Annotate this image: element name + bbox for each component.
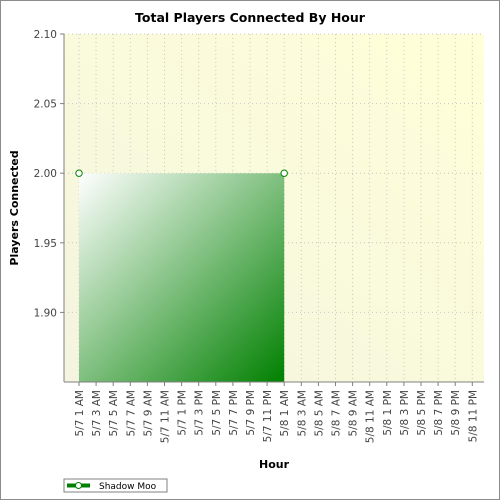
x-tick-label: 5/7 3 PM xyxy=(194,390,206,436)
y-tick-label: 2.00 xyxy=(34,168,57,180)
x-tick-label: 5/8 7 AM xyxy=(331,390,343,437)
y-tick-label: 2.05 xyxy=(34,99,57,111)
y-axis-label: Players Connected xyxy=(8,150,21,265)
x-tick-label: 5/8 5 PM xyxy=(416,390,428,436)
x-tick-label: 5/7 5 AM xyxy=(108,390,120,437)
x-tick-label: 5/7 9 AM xyxy=(142,390,154,437)
x-tick-label: 5/8 9 PM xyxy=(450,390,462,436)
x-tick-label: 5/8 1 AM xyxy=(279,390,291,437)
x-tick-label: 5/7 3 AM xyxy=(91,390,103,437)
x-tick-label: 5/8 3 PM xyxy=(399,390,411,436)
y-tick-label: 2.10 xyxy=(34,29,57,41)
x-tick-label: 5/7 7 AM xyxy=(125,390,137,437)
y-tick-label: 1.95 xyxy=(34,238,57,250)
series-area xyxy=(79,173,285,382)
x-tick-label: 5/7 11 AM xyxy=(160,390,172,443)
x-tick-label: 5/8 7 PM xyxy=(433,390,445,436)
y-ticks: 1.90 1.95 2.00 2.05 2.10 xyxy=(34,29,64,319)
x-tick-label: 5/8 1 PM xyxy=(382,390,394,436)
x-tick-label: 5/7 1 PM xyxy=(177,390,189,436)
x-tick-label: 5/8 9 AM xyxy=(348,390,360,437)
data-point xyxy=(75,169,83,177)
legend: Shadow Moo xyxy=(63,478,168,493)
x-axis-label: Hour xyxy=(259,458,290,471)
data-point xyxy=(280,169,288,177)
x-ticks: 5/7 1 AM 5/7 3 AM 5/7 5 AM 5/7 7 AM 5/7 9 AM… xyxy=(74,382,479,443)
legend-swatch-marker xyxy=(75,482,82,489)
x-tick-label: 5/7 7 PM xyxy=(228,390,240,436)
x-tick-label: 5/8 11 PM xyxy=(467,390,479,442)
chart-title: Total Players Connected By Hour xyxy=(135,10,366,25)
x-tick-label: 5/7 9 PM xyxy=(245,390,257,436)
y-tick-label: 1.90 xyxy=(34,307,57,319)
legend-label: Shadow Moo xyxy=(99,482,157,492)
series-layer xyxy=(75,169,288,382)
x-tick-label: 5/7 1 AM xyxy=(74,390,86,437)
x-tick-label: 5/8 5 AM xyxy=(313,390,325,437)
x-tick-label: 5/8 11 AM xyxy=(365,390,377,443)
x-tick-label: 5/7 11 PM xyxy=(262,390,274,442)
x-tick-label: 5/8 3 AM xyxy=(296,390,308,437)
legend-box xyxy=(63,478,168,493)
x-tick-label: 5/7 5 PM xyxy=(211,390,223,436)
